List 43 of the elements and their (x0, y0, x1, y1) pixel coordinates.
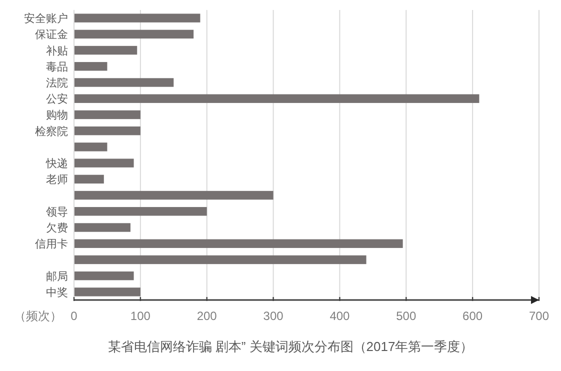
bar (74, 255, 366, 264)
y-tick-label: 信用卡 (35, 238, 68, 251)
bar (74, 207, 207, 216)
x-tick-label: 600 (462, 309, 483, 323)
x-tick-label: 100 (130, 309, 151, 323)
bar (74, 46, 138, 55)
bar (74, 288, 140, 296)
bar (74, 158, 134, 168)
x-tick-label: 700 (528, 309, 550, 323)
y-tick-label: 老师 (46, 173, 68, 186)
bar (74, 190, 274, 200)
bar (74, 30, 194, 39)
y-tick-label: 购物 (46, 110, 68, 122)
y-tick-label: 补贴 (46, 44, 68, 58)
x-tick-label: 300 (263, 309, 284, 323)
y-tick-label: 领导 (46, 206, 68, 218)
bar (74, 94, 480, 103)
y-tick-label: 欠费 (46, 222, 68, 234)
x-axis-title: （频次） (14, 309, 62, 323)
x-tick-label: 400 (330, 309, 350, 323)
bar (74, 126, 140, 136)
y-tick-label: 中奖 (46, 286, 68, 299)
y-tick-label: 安全账户 (24, 12, 68, 26)
x-tick-label: 0 (70, 309, 78, 323)
bar (74, 239, 403, 248)
bar (74, 142, 108, 152)
bar (74, 271, 134, 280)
y-tick-label: 毒品 (46, 60, 68, 74)
bar (74, 223, 130, 232)
bar (74, 110, 140, 120)
x-tick-label: 500 (396, 309, 416, 323)
y-tick-label: 快递 (45, 157, 68, 170)
y-tick-label: 邮局 (46, 270, 68, 283)
bar (74, 14, 200, 22)
y-tick-label: 检察院 (35, 124, 68, 138)
y-tick-label: 法院 (46, 76, 68, 90)
y-tick-label: 公安 (46, 92, 68, 106)
text: 某省电信网络诈骗 剧本” 关键词频次分布图（2017年第一季度） (108, 339, 474, 354)
bar (74, 62, 108, 71)
x-tick-label: 200 (196, 309, 218, 323)
bar (74, 78, 174, 87)
y-tick-label: 保证金 (35, 29, 68, 42)
bar (74, 174, 104, 184)
